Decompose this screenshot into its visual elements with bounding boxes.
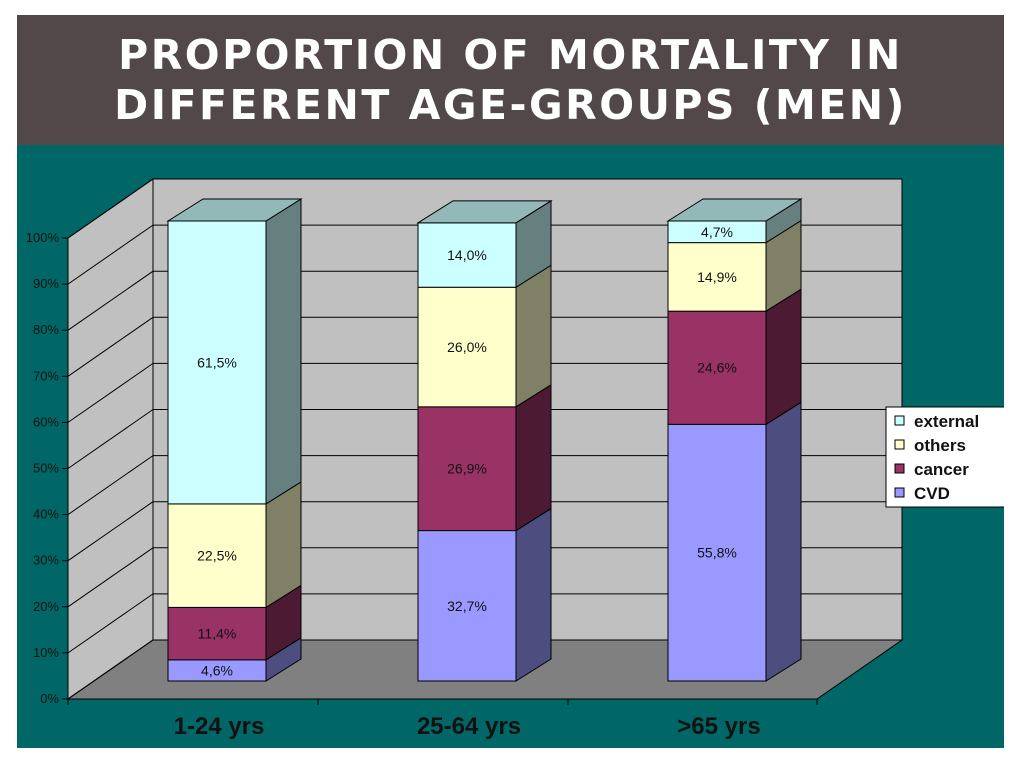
gridline-side xyxy=(67,501,154,562)
chart-panel: 0% 10% 20% 30% 40% 50% 60% 70% 80% 90% 100% 4,6% 11,… xyxy=(17,145,1004,748)
chart-title-line-1: PROPORTION OF MORTALITY IN xyxy=(118,31,903,79)
data-label: 26,0% xyxy=(447,339,487,355)
category-label: 1-24 yrs xyxy=(174,713,265,740)
legend-label-external: external xyxy=(914,412,979,431)
gridline-side xyxy=(67,547,154,608)
bar-segment-cancer xyxy=(417,406,517,532)
legend-swatch-external xyxy=(894,415,905,426)
bar-side-cancer xyxy=(515,383,552,532)
gridline-side xyxy=(67,409,154,469)
bar-segment-cvd xyxy=(667,423,767,682)
gridline-side xyxy=(67,224,154,285)
bar-segment-cvd xyxy=(417,530,517,682)
bar-segment-others xyxy=(167,503,267,608)
data-label: 32,7% xyxy=(447,598,487,614)
legend-label-cancer: cancer xyxy=(914,460,969,479)
bar-top xyxy=(666,198,803,222)
gridline-side xyxy=(67,178,154,239)
y-tick-label: 10% xyxy=(33,645,59,660)
gridline-side xyxy=(67,362,154,423)
y-tick-label: 60% xyxy=(33,414,59,429)
data-label: 11,4% xyxy=(198,626,237,642)
y-tick-label: 40% xyxy=(33,507,59,522)
legend-swatch-others xyxy=(894,439,905,450)
legend-box xyxy=(885,406,1004,508)
gridline-side xyxy=(67,639,154,700)
gridline-side xyxy=(67,270,154,331)
bar-segment-external xyxy=(167,220,267,505)
y-tick-label: 90% xyxy=(33,276,59,291)
y-tick-label: 70% xyxy=(33,368,59,383)
bar-segment-others xyxy=(417,286,517,408)
legend-label-others: others xyxy=(914,436,966,455)
stacked-bar-chart: 0% 10% 20% 30% 40% 50% 60% 70% 80% 90% 100% 4,6% 11,… xyxy=(26,178,1004,740)
bar-segment-cancer xyxy=(667,310,767,425)
y-tick-label: 100% xyxy=(26,230,60,245)
bar-top xyxy=(416,200,553,224)
bar-side-cvd xyxy=(515,507,552,682)
data-label: 22,5% xyxy=(197,548,237,564)
bar-side-external xyxy=(265,198,302,505)
bar-side-cancer xyxy=(765,288,802,426)
y-tick-label: 80% xyxy=(33,322,59,337)
bar-side-cvd xyxy=(765,401,802,682)
data-label: 14,0% xyxy=(447,247,487,263)
legend: external others cancer CVD xyxy=(885,406,1004,508)
bar-segment-others xyxy=(667,242,767,312)
data-label: 26,9% xyxy=(447,461,487,477)
category-label: 25-64 yrs xyxy=(417,713,521,740)
bar-side-others xyxy=(515,264,552,408)
chart-title-line-2: DIFFERENT AGE-GROUPS (MEN) xyxy=(114,81,907,129)
bar-segment-cancer xyxy=(167,606,267,661)
data-label: 4,7% xyxy=(701,224,733,240)
y-tick-label: 30% xyxy=(33,553,59,568)
data-label: 55,8% xyxy=(697,545,737,561)
bar-top xyxy=(166,198,303,222)
gridline-side xyxy=(67,316,154,377)
legend-swatch-cvd xyxy=(894,487,905,498)
title-bar: PROPORTION OF MORTALITY IN DIFFERENT AGE… xyxy=(17,15,1004,145)
legend-swatch-cancer xyxy=(894,463,905,474)
data-label: 14,9% xyxy=(697,269,737,285)
legend-label-cvd: CVD xyxy=(914,484,950,503)
data-label: 61,5% xyxy=(197,354,237,370)
category-label: >65 yrs xyxy=(677,713,760,740)
gridline-side xyxy=(67,455,154,516)
y-tick-label: 20% xyxy=(33,599,59,614)
y-tick-label: 50% xyxy=(33,461,59,476)
data-label: 4,6% xyxy=(201,662,233,678)
y-tick-label: 0% xyxy=(40,691,59,706)
data-label: 24,6% xyxy=(697,360,737,376)
gridline-side xyxy=(67,593,154,654)
bar-segment-external xyxy=(417,222,517,288)
